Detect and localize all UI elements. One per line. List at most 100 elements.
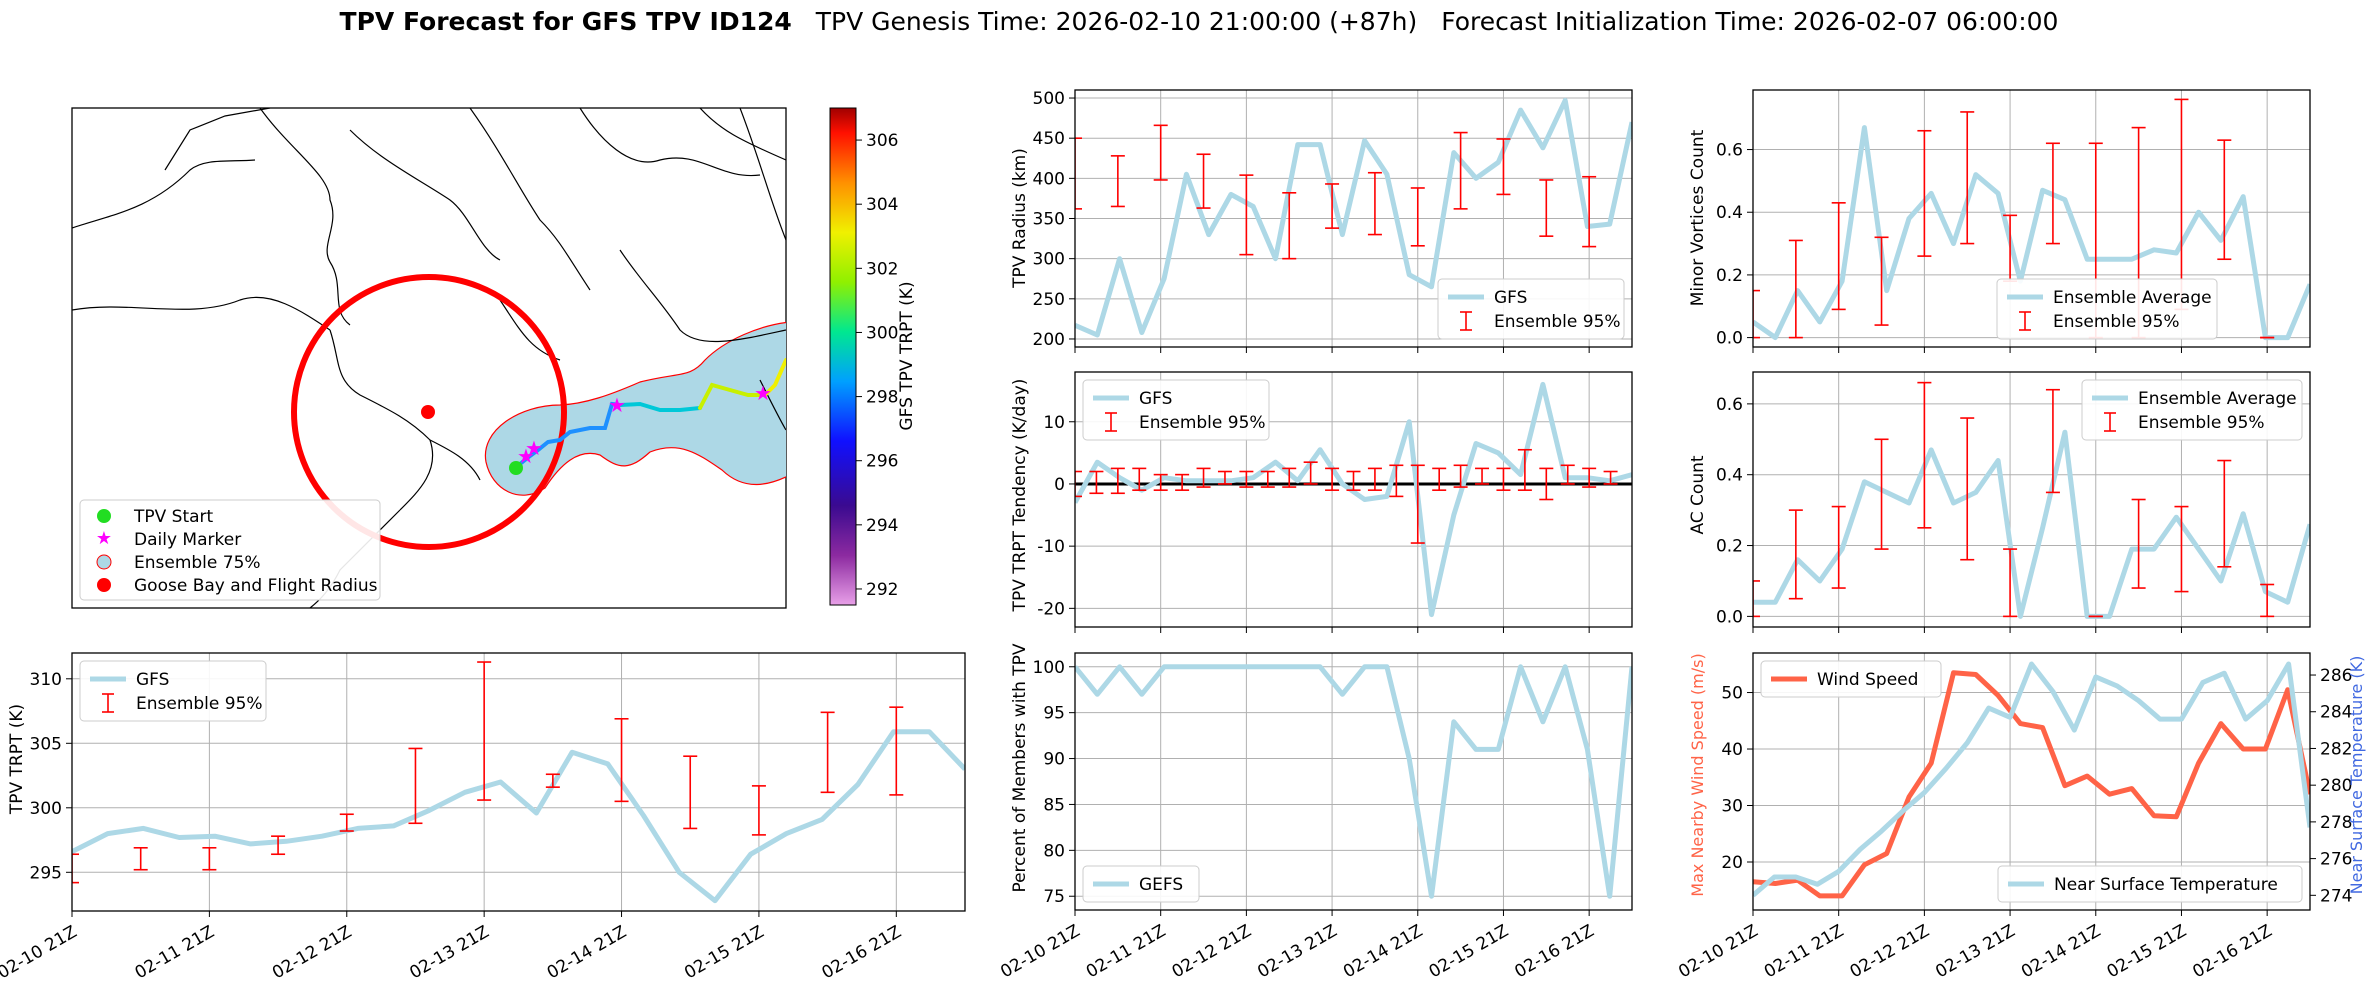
y-tick-label: 295 [30,863,62,883]
error-bar [2260,583,2275,618]
y-tick-label: 0.6 [1716,395,1743,415]
error-bar [1874,438,1889,550]
error-bar [751,785,766,836]
error-bar [1410,187,1425,247]
x-tick-label: 02-12 21Z [1169,921,1255,982]
x-tick-label: 02-10 21Z [997,921,1083,982]
legend-goosebay-icon [97,578,111,592]
plot-frame [1074,89,1633,348]
plot-area-tendency: -20 -10 0 10 GFS Ensemble 95% [1037,371,1633,633]
series-line-gefs [1075,664,1632,899]
error-bar [1346,470,1361,491]
y-tick-label: 20 [1721,853,1743,873]
x-tick-label: 02-10 21Z [0,922,81,982]
legend-daily-label: Daily Marker [134,530,241,550]
panel-tendency: -20 -10 0 10 GFS Ensemble 95% TPV TRPT Tenden… [1010,371,1633,633]
legend-box [1437,278,1625,340]
error-bar [1282,192,1297,260]
colorbar-gradient [829,107,857,606]
x-tick-label: 02-16 21Z [1511,921,1597,982]
error-bar [1753,580,1760,618]
y-right-tick-label: 284 [2320,703,2352,723]
error-bar [1831,505,1846,589]
colorbar-tick-label: 306 [866,131,898,151]
chart-legend: GFS Ensemble 95% [79,660,267,722]
x-tick-label: 02-16 21Z [2189,921,2275,982]
legend-box [2081,379,2303,441]
colorbar-tick-label: 298 [866,388,898,408]
error-bar [1960,417,1975,561]
title-bold: TPV Forecast for GFS TPV ID124 [340,7,792,36]
y-tick-label: 400 [1033,169,1065,189]
chart-legend: GFS Ensemble 95% [1437,278,1625,340]
plot-area-members: 75 80 85 90 95 100 02-10 21Z 02-11 21Z 02-12 21Z… [997,652,1633,982]
error-bar [614,717,629,803]
legend-label: GFS [1494,288,1527,308]
chart-legend: GFS Ensemble 95% [1082,379,1270,441]
series-line-wind-speed [1753,670,2310,899]
error-bar [1389,464,1404,498]
error-bar [2045,388,2060,494]
error-bar [1496,138,1511,196]
error-bar [1367,467,1382,491]
series-layer [1075,664,1632,899]
x-tick-label: 02-13 21Z [1254,921,1340,982]
y-tick-label: 30 [1721,797,1743,817]
plot-area-trpt: 295 300 305 310 02-10 21Z 02-11 21Z 02-12 21Z 0… [0,652,966,982]
error-bar [683,755,698,830]
error-bar [1831,202,1846,311]
x-tick-label: 02-10 21Z [1675,921,1761,982]
tpv-start-marker [509,461,523,475]
legend-goosebay-label: Goose Bay and Flight Radius [134,576,378,596]
error-bar [1153,473,1168,491]
y-tick-label: 450 [1033,129,1065,149]
series-layer [1075,381,1632,618]
y-right-tick-label: 274 [2320,886,2352,906]
plot-area-wind: 20 30 40 50 02-10 21Z 02-11 21Z 02-12 21Z 02-13… [1675,652,2352,982]
x-tick-label: 02-11 21Z [132,922,218,982]
y-tick-label: 10 [1043,413,1065,433]
x-tick-label: 02-14 21Z [544,922,630,982]
panel-minor: 0.0 0.2 0.4 0.6 Ensemble Average Ensemble 95%… [1688,89,2311,353]
error-bar [2217,139,2232,261]
ylabel-tendency: TPV TRPT Tendency (K/day) [1010,379,1030,613]
plot-frame [1752,89,2311,348]
error-bar [1260,470,1275,488]
series-layer [1753,661,2310,899]
title-init: Forecast Initialization Time: 2026-02-07… [1441,7,2058,36]
error-bar [1110,155,1125,208]
map-panel: ★ ★ ★ ★ TPV Start ★ Daily Marker Ensembl… [71,107,917,609]
x-tick-label: 02-15 21Z [1426,921,1512,982]
error-bar [1788,239,1803,339]
x-tick-label: 02-11 21Z [1761,921,1847,982]
error-bar [1539,179,1554,237]
series-line-gfs [1075,97,1632,338]
error-bar [545,773,560,788]
chart-legend: Near Surface Temperature [1997,865,2303,903]
ylabel-wind: Max Nearby Wind Speed (m/s) [1688,653,1707,896]
series-layer [72,661,965,904]
error-bar [1367,171,1382,236]
map-basemap: ★ ★ ★ ★ [72,108,786,608]
y-tick-label: 0.0 [1716,329,1743,349]
plot-frame [1074,652,1633,911]
error-bar [2045,142,2060,245]
plot-frame [1752,371,2311,628]
x-tick-label: 02-12 21Z [1847,921,1933,982]
legend-label: Ensemble Average [2053,288,2212,308]
error-bar [1196,153,1211,209]
goose-bay-marker [421,405,435,419]
legend-box [1997,865,2303,903]
legend-ens75-label: Ensemble 75% [134,553,261,573]
ylabel-members: Percent of Members with TPV [1010,643,1030,892]
y-tick-label: 300 [30,799,62,819]
plot-area-ac: 0.0 0.2 0.4 0.6 Ensemble Average Ensemble 95% [1716,371,2311,633]
error-bar [339,813,354,832]
error-bar [1517,448,1532,491]
colorbar-label: GFS TPV TRPT (K) [897,281,917,430]
chart-legend: Wind Speed [1760,660,1942,698]
y-tick-label: 305 [30,734,62,754]
error-bar [1753,289,1760,339]
plot-area-minor: 0.0 0.2 0.4 0.6 Ensemble Average Ensemble 95% [1716,89,2311,353]
